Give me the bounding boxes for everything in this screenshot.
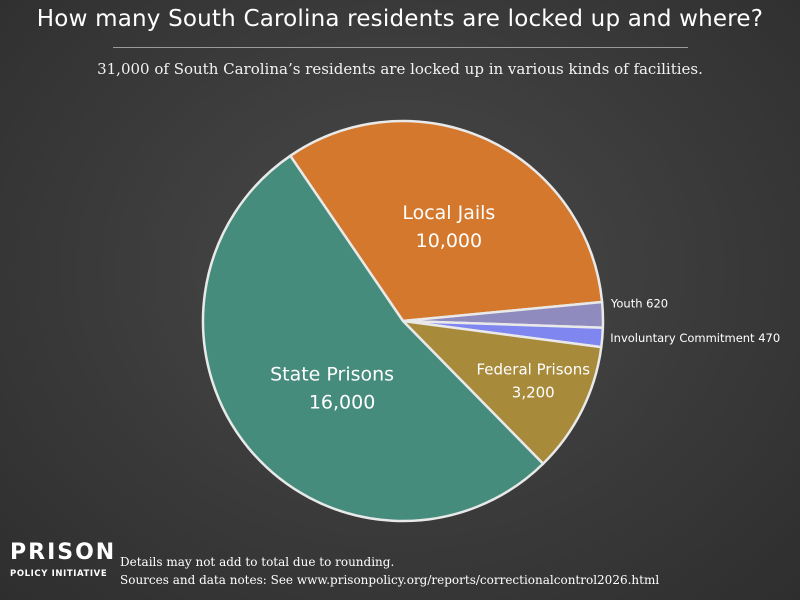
label-involuntary-commitment: Involuntary Commitment 470 [610,331,780,345]
label-federal-prisons-value: 3,200 [512,384,555,402]
label-youth: Youth 620 [610,297,668,311]
logo-line-1: PRISON [10,540,117,565]
label-state-prisons-name: State Prisons [270,363,394,385]
label-local-jails-name: Local Jails [402,202,495,224]
sources-note: Sources and data notes: See www.prisonpo… [120,573,660,587]
slice-state-prisons [201,154,545,523]
chart-title: How many South Carolina residents are lo… [36,6,764,32]
prison-policy-initiative-logo: PRISON POLICY INITIATIVE [10,540,117,580]
label-state-prisons-value: 16,000 [309,391,375,413]
slice-federal-prisons [401,319,603,465]
chart-subtitle: 31,000 of South Carolina’s residents are… [97,60,703,78]
label-federal-prisons-name: Federal Prisons [477,361,591,379]
title-divider [113,47,688,48]
rounding-note: Details may not add to total due to roun… [120,555,395,569]
label-local-jails-value: 10,000 [416,230,482,252]
logo-line-2: POLICY INITIATIVE [10,569,108,579]
slice-local-jails [289,119,604,323]
